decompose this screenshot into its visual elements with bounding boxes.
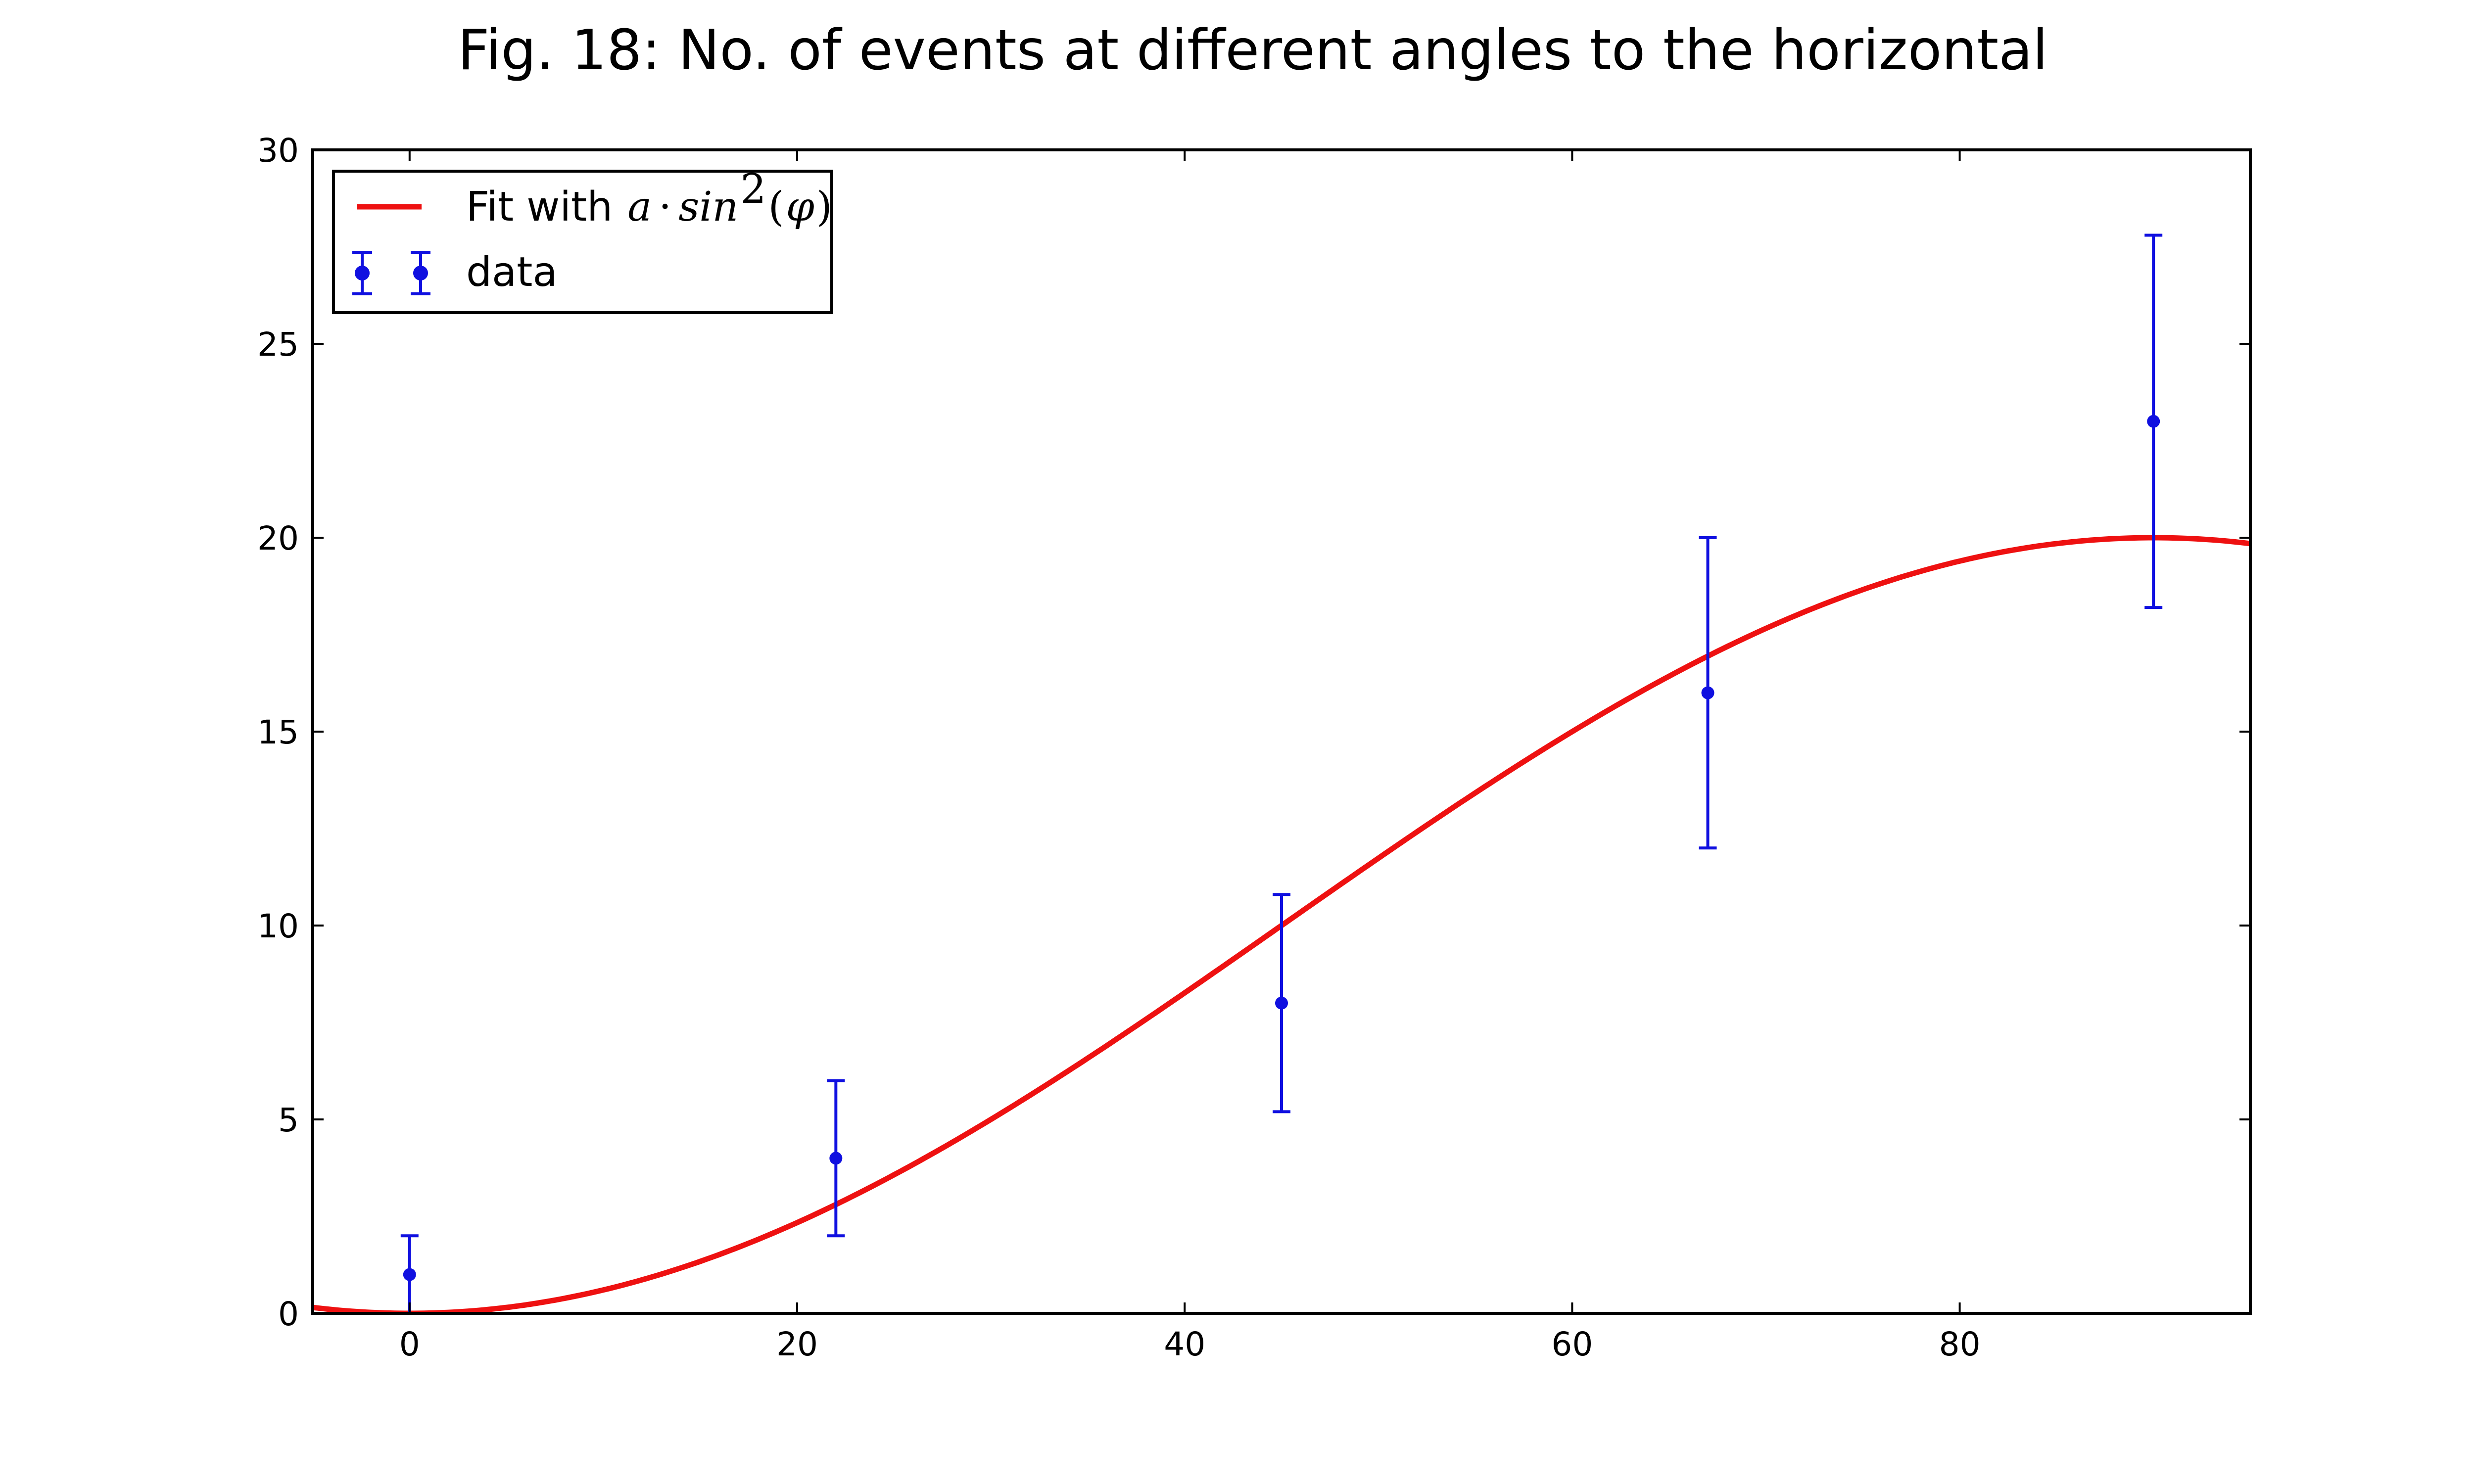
data-point bbox=[403, 1268, 416, 1281]
chart-title: Fig. 18: No. of events at different angl… bbox=[458, 18, 2048, 83]
legend-data-swatch bbox=[352, 251, 430, 295]
y-tick-label: 10 bbox=[257, 907, 299, 945]
data-point bbox=[1275, 996, 1288, 1010]
legend-fit-label: Fit with a · sin 2 ( φ ) bbox=[466, 166, 832, 231]
y-tick-label: 30 bbox=[257, 132, 299, 170]
x-tick-label: 40 bbox=[1164, 1325, 1205, 1363]
y-tick-label: 0 bbox=[278, 1295, 299, 1333]
x-tick-label: 60 bbox=[1551, 1325, 1593, 1363]
plot-area: 0 20 40 60 80 0 5 10 15 20 25 30 bbox=[257, 132, 2252, 1363]
data-point bbox=[829, 1152, 843, 1165]
y-tick-label: 20 bbox=[257, 519, 299, 557]
x-tick-label: 0 bbox=[399, 1325, 420, 1363]
legend-box bbox=[332, 170, 833, 314]
legend: Fit with a · sin 2 ( φ ) data bbox=[332, 166, 833, 314]
axes-frame bbox=[311, 148, 2252, 1315]
data-point bbox=[1701, 686, 1714, 699]
legend-data-label: data bbox=[466, 249, 558, 296]
y-tick-label: 25 bbox=[257, 325, 299, 364]
data-point bbox=[2147, 415, 2160, 428]
y-tick-label: 5 bbox=[278, 1101, 299, 1139]
x-tick-label: 80 bbox=[1939, 1325, 1981, 1363]
x-tick-label: 20 bbox=[776, 1325, 818, 1363]
y-tick-label: 15 bbox=[257, 713, 299, 751]
